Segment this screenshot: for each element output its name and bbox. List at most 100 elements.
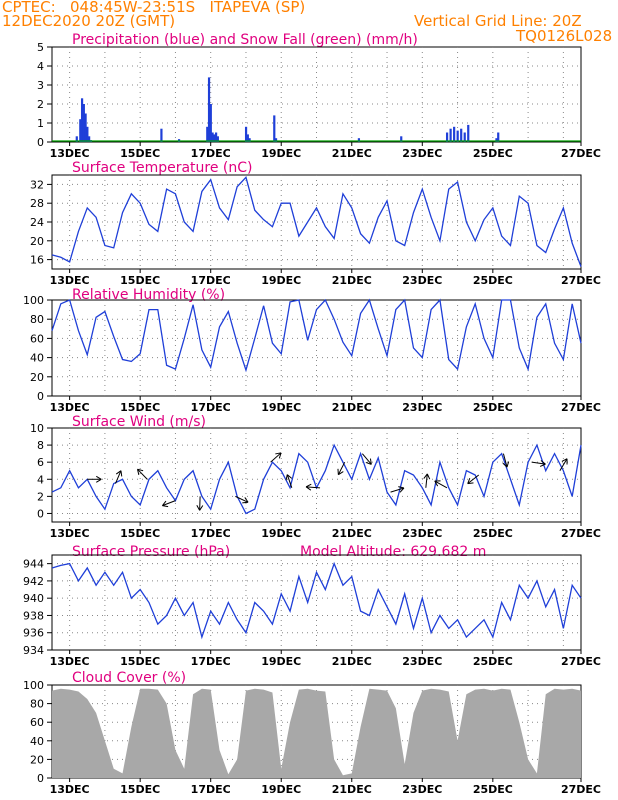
series-line <box>51 176 582 267</box>
x-tick-label: 21DEC <box>332 274 372 287</box>
precip-bar <box>75 136 78 142</box>
y-tick-label: 20 <box>30 235 44 248</box>
y-tick-label: 0 <box>37 136 44 149</box>
precip-bar <box>244 126 248 142</box>
wind-arrow-head <box>467 477 474 485</box>
wind-arrow-head <box>539 460 546 467</box>
panel-title: Surface Wind (m/s) <box>72 414 206 430</box>
wind-arrow-head <box>337 468 344 476</box>
precip-bar <box>456 130 459 142</box>
wind-arrow <box>502 453 508 468</box>
wind-arrow <box>270 452 282 463</box>
x-tick-label: 15DEC <box>120 783 160 796</box>
x-tick-label: 23DEC <box>402 655 442 668</box>
wind-arrow-head <box>423 473 431 480</box>
y-tick-label: 80 <box>30 313 44 326</box>
precip-bar <box>273 115 276 142</box>
x-tick-label: 17DEC <box>191 783 231 796</box>
wind-arrow-head <box>137 468 144 475</box>
y-tick-label: 60 <box>30 332 44 345</box>
wind-arrow-head <box>96 475 102 483</box>
x-tick-label: 13DEC <box>50 147 90 160</box>
precip-bar <box>86 126 89 142</box>
wind-arrow-head <box>285 474 293 481</box>
wind-arrow <box>306 486 321 489</box>
wind-arrow-head <box>196 505 204 511</box>
y-tick-label: 16 <box>30 254 44 267</box>
x-tick-label: 25DEC <box>473 783 513 796</box>
wind-arrow <box>390 487 405 493</box>
wind-arrow-head <box>115 470 123 477</box>
x-tick-label: 19DEC <box>261 274 301 287</box>
x-tick-label: 13DEC <box>50 527 90 540</box>
wind-arrow-head <box>275 452 282 459</box>
precip-bar <box>79 119 82 142</box>
y-tick-label: 936 <box>23 627 44 640</box>
y-tick-label: 940 <box>23 592 44 605</box>
x-tick-label: 15DEC <box>120 147 160 160</box>
y-tick-label: 80 <box>30 698 44 711</box>
x-tick-label: 27DEC <box>561 147 601 160</box>
y-tick-label: 1 <box>37 117 44 130</box>
x-tick-label: 17DEC <box>191 147 231 160</box>
x-tick-label: 19DEC <box>261 783 301 796</box>
precip-bar <box>274 138 278 142</box>
precip-bar <box>246 134 249 142</box>
y-tick-label: 24 <box>30 216 44 229</box>
x-tick-label: 17DEC <box>191 274 231 287</box>
panel-title: Surface Temperature (nC) <box>72 160 253 176</box>
header-vertical-grid: Vertical Grid Line: 20Z <box>414 12 582 30</box>
x-tick-label: 15DEC <box>120 274 160 287</box>
x-tick-label: 15DEC <box>120 655 160 668</box>
precip-bar <box>460 128 463 142</box>
x-tick-label: 13DEC <box>50 783 90 796</box>
y-tick-label: 942 <box>23 575 44 588</box>
series-line <box>51 561 582 640</box>
precip-bar <box>453 126 456 142</box>
y-tick-label: 60 <box>30 716 44 729</box>
wind-arrow <box>337 461 346 475</box>
panel-title: Precipitation (blue) and Snow Fall (gree… <box>72 32 418 48</box>
precip-bar <box>211 132 214 142</box>
wind-arrow <box>467 474 480 485</box>
y-tick-label: 20 <box>30 753 44 766</box>
wind-arrow <box>115 470 122 484</box>
y-tick-label: 20 <box>30 371 44 384</box>
precip-bar <box>213 134 216 142</box>
wind-arrow <box>434 480 448 489</box>
panel-title: Cloud Cover (%) <box>72 670 186 686</box>
precip-bar <box>84 113 87 142</box>
x-tick-label: 21DEC <box>332 401 372 414</box>
panel-frame <box>51 427 582 523</box>
y-tick-label: 2 <box>37 98 44 111</box>
x-tick-label: 27DEC <box>561 401 601 414</box>
wind-arrow <box>361 453 372 465</box>
panel-subtitle: Model Altitude: 629.682 m <box>300 544 486 560</box>
wind-arrow <box>235 495 249 503</box>
wind-arrow-head <box>502 461 510 468</box>
x-tick-label: 21DEC <box>332 783 372 796</box>
y-tick-label: 40 <box>30 735 44 748</box>
precip-bar <box>400 136 403 142</box>
x-tick-label: 15DEC <box>120 527 160 540</box>
wind-arrow-head <box>398 486 405 493</box>
precip-bar <box>497 132 500 142</box>
series-line <box>51 298 582 373</box>
x-tick-label: 27DEC <box>561 527 601 540</box>
y-tick-label: 8 <box>37 439 44 452</box>
precip-bar <box>467 124 470 142</box>
x-tick-label: 15DEC <box>120 401 160 414</box>
precip-bar <box>495 138 498 142</box>
panel-frame <box>51 174 582 270</box>
precip-bar <box>357 138 361 142</box>
x-tick-label: 21DEC <box>332 655 372 668</box>
precip-bar <box>160 128 163 142</box>
wind-arrow-head <box>365 458 372 465</box>
precip-bar <box>214 132 218 142</box>
y-tick-label: 100 <box>23 679 44 692</box>
precip-bar <box>206 126 209 142</box>
x-tick-label: 19DEC <box>261 527 301 540</box>
y-tick-label: 40 <box>30 352 44 365</box>
wind-arrow <box>531 461 546 465</box>
x-tick-label: 27DEC <box>561 655 601 668</box>
